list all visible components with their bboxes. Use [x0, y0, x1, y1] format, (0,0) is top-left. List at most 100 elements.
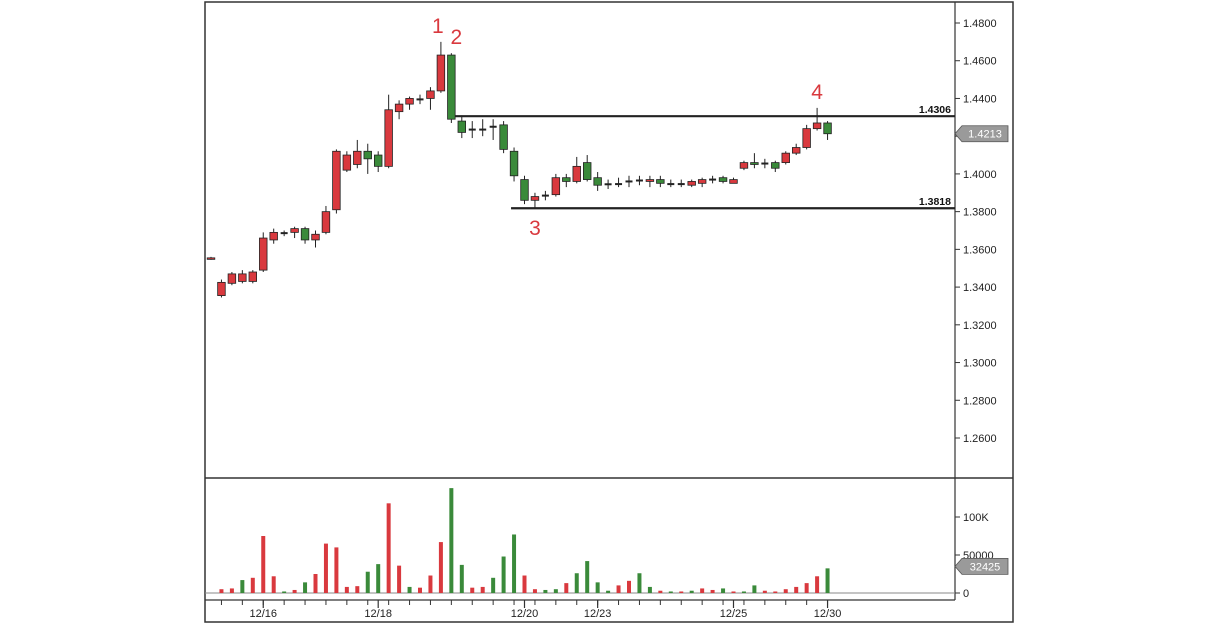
- candle-body: [269, 231, 278, 241]
- volume-bar: [710, 589, 715, 593]
- volume-bar: [428, 575, 433, 593]
- level-lines: 1.4306 1.3818: [448, 104, 955, 210]
- volume-bar: [553, 589, 558, 593]
- volume-bar: [564, 583, 569, 593]
- candle: [363, 143, 372, 174]
- candle: [823, 121, 832, 140]
- candle: [353, 139, 362, 169]
- time-tick-label: 12/18: [364, 608, 392, 620]
- annotation-label: 1: [432, 15, 444, 38]
- candle: [457, 115, 466, 139]
- volume-bar: [303, 582, 308, 593]
- value-tag: 1.4213: [954, 125, 1009, 143]
- volume-bar: [731, 591, 736, 593]
- candle-body: [697, 179, 707, 184]
- candle: [583, 155, 592, 182]
- volume-bar: [459, 564, 464, 593]
- candle: [405, 96, 414, 110]
- candle: [499, 121, 508, 154]
- candle-body: [405, 98, 414, 105]
- candle: [373, 151, 383, 173]
- volume-bar: [292, 589, 297, 593]
- candle: [750, 153, 759, 169]
- volume-bars: [219, 488, 830, 593]
- candle: [615, 177, 623, 188]
- candle-body: [426, 90, 435, 99]
- candle: [426, 87, 435, 110]
- volume-bar: [783, 589, 788, 593]
- volume-bar: [668, 591, 673, 593]
- volume-bar: [261, 536, 266, 593]
- time-tick-label: 12/30: [814, 608, 842, 620]
- candle-body: [750, 162, 759, 165]
- volume-bar: [480, 586, 485, 593]
- candle: [562, 173, 571, 188]
- candle: [761, 158, 769, 169]
- candle: [792, 143, 801, 156]
- candle-body: [520, 179, 529, 201]
- volume-bar: [543, 589, 548, 593]
- volume-bar: [825, 568, 830, 593]
- candle: [468, 121, 476, 139]
- candle: [384, 94, 393, 169]
- candle: [697, 177, 707, 188]
- price-tick-label: 1.3600: [963, 244, 997, 256]
- candle: [604, 179, 612, 189]
- candle-body: [812, 122, 822, 130]
- volume-bar: [689, 590, 694, 593]
- candle-body: [436, 54, 446, 92]
- volume-bar: [491, 577, 496, 593]
- candle: [812, 107, 822, 131]
- candle-body: [645, 179, 655, 182]
- candle-body: [342, 154, 352, 171]
- volume-bar: [418, 587, 422, 593]
- candle: [489, 119, 497, 140]
- candle: [394, 100, 404, 120]
- volume-bar: [501, 556, 506, 593]
- time-axis: 12/16 12/18 12/20 12/23 12/25 12/30: [220, 600, 842, 620]
- candle-body: [499, 124, 508, 150]
- candle: [781, 151, 790, 165]
- chart-frame: [204, 1, 1014, 623]
- candle: [593, 172, 602, 191]
- candle: [300, 226, 310, 244]
- volume-bar: [585, 561, 590, 593]
- volume-bar: [804, 583, 809, 593]
- candle-body: [259, 237, 268, 271]
- candle-body: [792, 147, 801, 154]
- volume-bar: [512, 534, 517, 593]
- time-tick-label: 12/20: [511, 608, 539, 620]
- price-tick-label: 1.4600: [963, 56, 997, 68]
- candle-body: [447, 54, 456, 120]
- volume-bar: [627, 580, 631, 593]
- candle-body: [729, 179, 738, 184]
- candle: [530, 192, 540, 209]
- candle: [520, 175, 529, 205]
- volume-bar: [647, 586, 652, 593]
- volume-bar: [762, 590, 767, 593]
- volume-bar: [271, 576, 276, 593]
- value-tag-shape: [954, 557, 1009, 575]
- volume-bar: [522, 575, 527, 593]
- volume-bar: [658, 590, 663, 593]
- volume-bar: [313, 574, 318, 593]
- candle: [729, 177, 738, 184]
- price-tick-label: 1.2600: [963, 433, 997, 445]
- candle: [238, 270, 247, 284]
- volume-bar: [721, 588, 726, 593]
- price-tick-label: 1.2800: [963, 395, 997, 407]
- volume-bar: [386, 503, 391, 593]
- candle: [541, 190, 549, 201]
- annotation-label: 4: [811, 81, 823, 104]
- candle-body: [771, 162, 780, 169]
- level-label: 1.4306: [919, 104, 951, 116]
- candle-body: [248, 271, 257, 282]
- candle-body: [332, 150, 341, 211]
- volume-bar: [637, 573, 642, 593]
- candle: [436, 41, 446, 93]
- candle-body: [373, 154, 383, 167]
- price-tick-label: 1.4000: [963, 169, 997, 181]
- candle: [248, 270, 257, 284]
- value-tag: 32425: [954, 557, 1009, 575]
